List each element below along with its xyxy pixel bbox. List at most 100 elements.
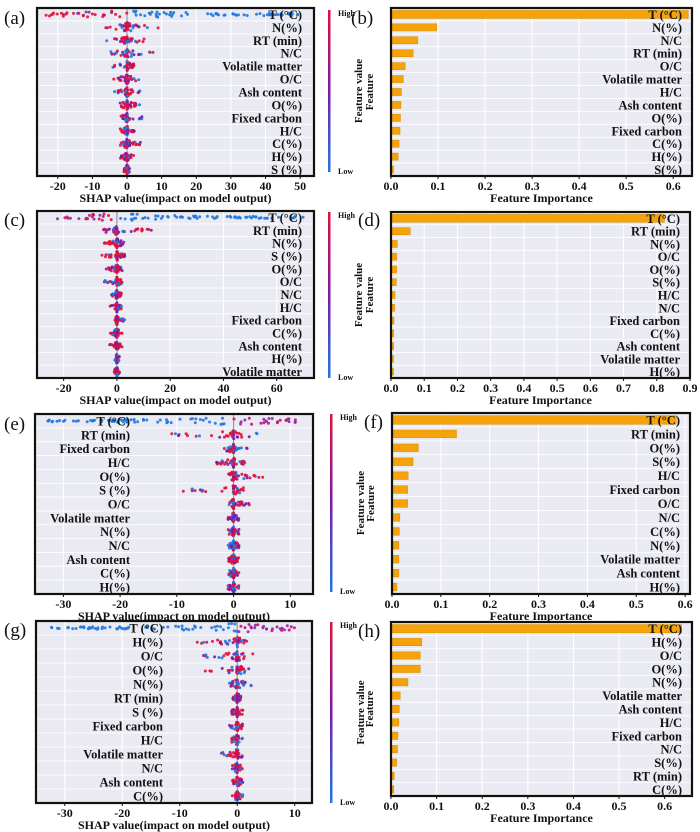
x-tick-label: 0.4 <box>580 597 595 611</box>
shap-point <box>107 242 111 246</box>
shap-point <box>111 343 115 347</box>
shap-point <box>51 12 55 16</box>
shap-point <box>129 52 133 55</box>
shap-point <box>110 52 114 56</box>
category-label: Volatile matter <box>602 73 682 87</box>
shap-point <box>270 216 274 220</box>
shap-point <box>115 253 119 257</box>
shap-point <box>115 302 119 306</box>
feature-label: Volatile matter <box>222 365 302 379</box>
shap-point <box>120 90 124 94</box>
shap-point <box>129 130 133 134</box>
shap-point <box>124 28 128 32</box>
shap-point <box>277 215 280 219</box>
category-label: O(%) <box>651 662 682 676</box>
shap-point <box>237 630 241 634</box>
feature-label: N(%) <box>133 678 163 692</box>
x-tick-label: 0.6 <box>657 799 672 813</box>
feature-label: O/C <box>280 275 302 289</box>
shap-point <box>242 13 246 17</box>
shap-point <box>228 214 232 218</box>
shap-point <box>296 13 300 17</box>
shap-point <box>137 52 141 56</box>
shap-point <box>231 450 235 454</box>
shap-point <box>115 343 119 346</box>
shap-point <box>231 533 235 537</box>
shap-point <box>231 755 235 759</box>
shap-point <box>249 684 253 688</box>
feature-label: RT (min) <box>253 34 302 48</box>
shap-point <box>254 215 258 219</box>
shap-point <box>116 277 120 281</box>
shap-point <box>287 420 291 424</box>
shap-point <box>239 665 243 668</box>
shap-point <box>116 91 120 95</box>
shap-point <box>154 214 158 218</box>
category-label: Ash content <box>618 703 682 717</box>
shap-point <box>180 627 184 631</box>
shap-point <box>235 636 238 640</box>
feature-label: Ash content <box>238 86 302 100</box>
feature-label: Ash content <box>99 776 163 790</box>
shap-point <box>237 532 241 536</box>
shap-point <box>198 488 202 492</box>
category-label: RT (min) <box>631 427 680 441</box>
shap-point <box>236 503 240 507</box>
shap-point <box>113 334 117 338</box>
shap-point <box>215 624 219 628</box>
shap-point <box>131 117 135 121</box>
shap-point <box>131 65 134 69</box>
shap-point <box>85 420 89 424</box>
shap-point <box>218 435 222 439</box>
shap-point <box>104 255 107 259</box>
feature-label: H/C <box>141 734 163 748</box>
shap-point <box>232 637 236 641</box>
category-label: T (°C) <box>646 413 680 427</box>
bar <box>391 731 399 740</box>
panel-label: (g) <box>4 620 26 641</box>
shap-point <box>235 431 239 435</box>
shap-point <box>109 267 112 270</box>
shap-point <box>226 446 230 450</box>
shap-point <box>146 216 150 220</box>
shap-point <box>217 656 221 659</box>
shap-point <box>134 216 138 220</box>
shap-point <box>190 487 194 491</box>
shap-point <box>230 544 234 548</box>
feature-label: O/C <box>108 498 130 512</box>
feature-label: Fixed carbon <box>232 314 303 328</box>
shap-point <box>244 502 248 506</box>
shap-point <box>122 240 126 244</box>
shap-point <box>231 764 234 767</box>
shap-point <box>129 88 133 92</box>
shap-point <box>112 65 116 68</box>
shap-point <box>245 447 249 450</box>
shap-point <box>289 625 293 629</box>
shap-point <box>219 462 223 466</box>
shap-point <box>177 434 180 438</box>
shap-point <box>115 226 119 229</box>
colorbar-title: Feature value <box>353 263 365 327</box>
shap-point <box>193 624 197 628</box>
bar <box>392 513 401 522</box>
feature-label: C(%) <box>272 327 302 341</box>
shap-point <box>81 13 85 17</box>
category-label: Fixed carbon <box>610 483 681 497</box>
bar <box>391 278 397 286</box>
shap-point <box>231 430 235 434</box>
shap-point <box>216 12 220 16</box>
colorbar <box>330 414 333 592</box>
feature-label: O/C <box>280 73 302 87</box>
shap-point <box>278 418 282 422</box>
bar <box>391 785 395 794</box>
bar <box>391 316 395 325</box>
shap-point <box>114 37 118 41</box>
shap-point <box>232 559 236 563</box>
feature-label: C(%) <box>133 790 163 804</box>
shap-point <box>118 278 122 282</box>
shap-point <box>123 217 127 221</box>
shap-point <box>227 671 231 675</box>
shap-point <box>59 11 63 15</box>
shap-point <box>117 283 121 287</box>
shap-point <box>225 434 228 438</box>
